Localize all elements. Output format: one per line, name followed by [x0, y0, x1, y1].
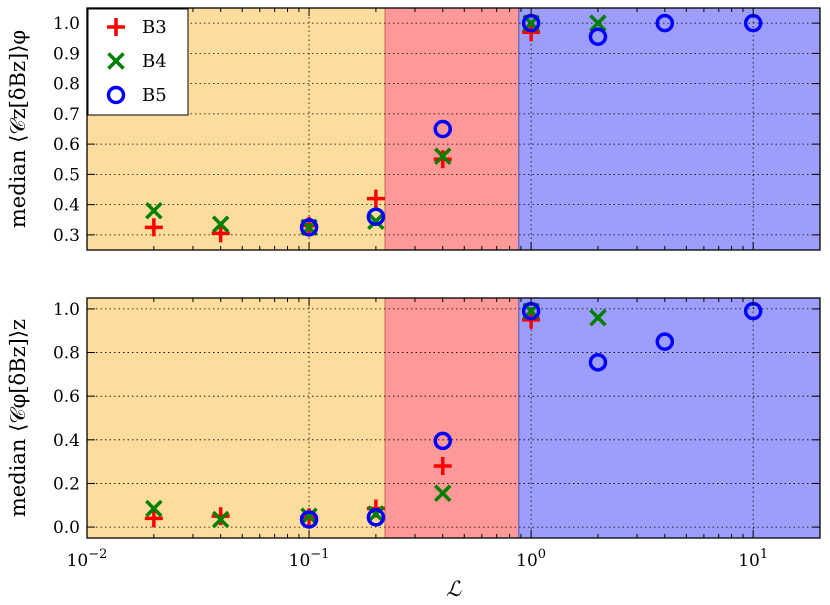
marker-b5-4 — [588, 27, 608, 46]
marker-b4-6-b — [589, 14, 607, 32]
marker-b4-4-b — [434, 147, 452, 165]
marker-b4-0-b — [145, 201, 163, 220]
x-tick-label: 10−2 — [67, 547, 108, 571]
axes-frame — [86, 7, 821, 251]
y-tick-label: 0.4 — [53, 196, 80, 216]
marker-b4-1-b — [211, 510, 230, 529]
marker-b5-5 — [655, 13, 675, 33]
marker-b5-1 — [366, 207, 386, 226]
marker-b5-0 — [299, 510, 319, 529]
y-tick-label: 0.8 — [53, 344, 80, 364]
legend-label-b4: B4 — [142, 51, 167, 72]
marker-b5-2 — [433, 119, 452, 139]
y-tick-label: 0.6 — [53, 387, 80, 407]
y-tick-label: 0.3 — [53, 226, 80, 246]
marker-b4-4-b — [434, 484, 452, 503]
marker-b4-2-b — [300, 507, 318, 525]
y-axis-label: median ⟨𝒞z[δBz]⟩φ — [6, 30, 30, 228]
marker-b4-6-b — [589, 308, 607, 327]
x-tick-label: 101 — [738, 547, 768, 571]
y-tick-label: 0.5 — [53, 165, 80, 185]
marker-b5-3 — [588, 353, 608, 372]
x-axis-label: ℒ — [446, 577, 462, 601]
markers-0 — [144, 13, 763, 243]
y-tick-label: 0.7 — [53, 105, 80, 125]
legend-marker-b4-b — [107, 52, 125, 70]
marker-b5-6 — [433, 431, 452, 451]
y-tick-label: 1.0 — [53, 14, 80, 34]
y-tick-label: 0.8 — [53, 75, 80, 95]
y-tick-label: 0.2 — [53, 474, 80, 494]
marker-b5-1 — [366, 508, 386, 527]
region-2 — [385, 298, 519, 538]
region-3 — [518, 8, 820, 250]
bottom-panel: 0.0 0.2 0.4 0.6 0.8 1.0 median ⟨𝒞φ[δBz]⟩z 10−2 1… — [6, 297, 821, 601]
marker-b5-0 — [299, 218, 319, 237]
legend: B3 B4 B5 — [87, 8, 189, 116]
top-panel: 0.3 0.4 0.5 0.6 0.7 0.8 0.9 1.0 median ⟨𝒞z[δBz]⟩… — [6, 7, 821, 251]
marker-b4-3-b — [367, 212, 385, 230]
markers-1 — [144, 301, 763, 529]
x-tick-label: 100 — [516, 547, 546, 571]
axes-frame — [86, 297, 821, 539]
marker-b4-1-b — [211, 215, 230, 234]
grid-0 — [87, 8, 820, 250]
y-tick-label: 0.9 — [53, 44, 80, 64]
marker-b4-0-b — [145, 499, 163, 518]
marker-b4-3-b — [367, 505, 385, 523]
region-1 — [87, 298, 386, 538]
y-tick-label: 1.0 — [53, 300, 80, 320]
y-tick-label: 0.4 — [53, 431, 80, 451]
y-tick-label: 0.0 — [53, 518, 80, 538]
x-tick-label: 10−1 — [289, 547, 330, 571]
marker-b5-4 — [655, 332, 675, 351]
y-tick-label: 0.6 — [53, 135, 80, 155]
grid-1 — [87, 298, 820, 538]
legend-marker-b5 — [106, 85, 126, 105]
legend-box — [87, 8, 189, 116]
legend-label-b5: B5 — [142, 85, 167, 106]
y-axis-label: median ⟨𝒞φ[δBz]⟩z — [6, 319, 30, 517]
legend-label-b3: B3 — [142, 17, 167, 38]
